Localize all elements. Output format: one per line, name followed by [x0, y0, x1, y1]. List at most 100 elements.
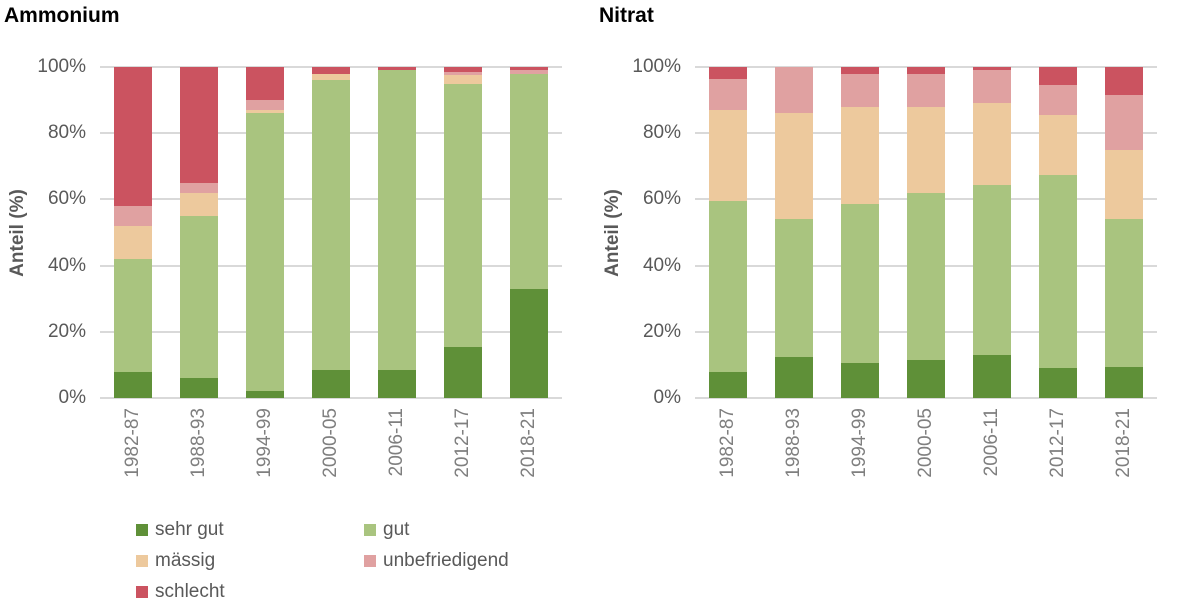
bar-segment-mässig [180, 192, 218, 216]
bar-segment-gut [775, 219, 813, 357]
bar-segment-gut [378, 70, 416, 370]
bar-segment-schlecht [841, 67, 879, 74]
bar-segment-mässig [114, 225, 152, 259]
legend-swatch-icon [364, 554, 376, 567]
bar-segment-unbefriedigend [1105, 95, 1143, 150]
legend-label: gut [383, 518, 410, 540]
bar-segment-gut [1105, 219, 1143, 367]
legend-item-unbefriedigend: unbefriedigend [364, 545, 509, 576]
plot-area [100, 66, 562, 399]
legend-label: sehr gut [155, 518, 224, 540]
legend-label: unbefriedigend [383, 549, 509, 571]
x-tick-label: 2012-17 [1047, 408, 1068, 478]
bar-segment-gut [709, 201, 747, 372]
gridline-100 [100, 66, 562, 68]
bar-slot [695, 67, 761, 398]
stacked-bar-1982-87 [709, 67, 747, 398]
x-tick-label: 1988-93 [188, 408, 209, 478]
bar-segment-unbefriedigend [510, 70, 548, 74]
bar-segment-schlecht [246, 67, 284, 101]
legend-swatch-icon [364, 523, 376, 536]
x-tick-label: 2012-17 [452, 408, 473, 478]
legend: sehr gut gut mässig unbefriedigend schlecht [136, 514, 509, 607]
legend-item-schlecht: schlecht [136, 576, 364, 607]
bar-segment-gut [510, 73, 548, 289]
bar-segment-unbefriedigend [841, 73, 879, 107]
bar-segment-mässig [709, 110, 747, 202]
x-tick-label: 2000-05 [320, 408, 341, 478]
legend-swatch-icon [136, 585, 148, 598]
x-tick-label: 1982-87 [717, 408, 738, 478]
legend-item-gut: gut [364, 514, 509, 545]
bar-segment-schlecht [1039, 67, 1077, 86]
bar-segment-schlecht [378, 67, 416, 71]
stacked-bar-2012-17 [444, 67, 482, 398]
bar-slot [496, 67, 562, 398]
y-tick-label: 20% [642, 320, 681, 342]
chart-title: Nitrat [599, 4, 654, 27]
bar-segment-unbefriedigend [246, 100, 284, 111]
bar-segment-unbefriedigend [1039, 85, 1077, 116]
legend-label: schlecht [155, 580, 225, 602]
bar-slot [893, 67, 959, 398]
chart-panel-nitrat: Nitrat Anteil (%) 100% 80% 60% 40% 20% 0% 198… [595, 0, 1190, 505]
bar-segment-sehr-gut [907, 359, 945, 398]
bar-segment-schlecht [1105, 67, 1143, 96]
gridline-0 [695, 397, 1157, 399]
chart-title: Ammonium [4, 4, 120, 27]
chart-panel-ammonium: Ammonium Anteil (%) 100% 80% 60% 40% 20% 0% 1… [0, 0, 595, 505]
bar-segment-mässig [973, 103, 1011, 185]
bar-segment-mässig [1105, 149, 1143, 220]
bar-slot [959, 67, 1025, 398]
x-tick-label: 1994-99 [849, 408, 870, 478]
stacked-bar-2000-05 [907, 67, 945, 398]
bars-container [100, 67, 562, 398]
legend-item-sehr-gut: sehr gut [136, 514, 364, 545]
bar-slot [100, 67, 166, 398]
bar-segment-sehr-gut [444, 346, 482, 398]
bar-segment-unbefriedigend [775, 67, 813, 114]
x-tick-label: 1994-99 [254, 408, 275, 478]
stacked-bar-2006-11 [378, 67, 416, 398]
bar-segment-schlecht [510, 67, 548, 71]
x-tick-label: 2006-11 [386, 408, 407, 477]
stacked-bar-1988-93 [775, 67, 813, 398]
x-tick-label: 2006-11 [981, 408, 1002, 477]
bar-slot [827, 67, 893, 398]
bar-segment-gut [312, 80, 350, 370]
bar-slot [761, 67, 827, 398]
x-tick-label: 2018-21 [518, 408, 539, 478]
bar-segment-unbefriedigend [180, 182, 218, 193]
x-tick-label: 2018-21 [1113, 408, 1134, 478]
bar-segment-schlecht [180, 67, 218, 183]
bar-segment-sehr-gut [973, 354, 1011, 398]
y-tick-label: 0% [653, 387, 681, 408]
bar-segment-mässig [312, 73, 350, 81]
bar-segment-sehr-gut [378, 369, 416, 398]
bar-segment-gut [246, 113, 284, 392]
x-axis-labels: 1982-87 1988-93 1994-99 2000-05 2006-11 2012-… [695, 398, 1157, 498]
bar-slot [364, 67, 430, 398]
stacked-bar-2018-21 [510, 67, 548, 398]
y-axis-ticks: 100% 80% 60% 40% 20% 0% [0, 56, 86, 408]
bar-segment-gut [907, 192, 945, 360]
legend-swatch-icon [136, 554, 148, 567]
y-tick-label: 0% [58, 387, 86, 408]
gridline-100 [695, 66, 1157, 68]
stacked-bar-1982-87 [114, 67, 152, 398]
bar-segment-gut [444, 83, 482, 347]
bar-segment-sehr-gut [510, 288, 548, 398]
bar-slot [1025, 67, 1091, 398]
bar-segment-sehr-gut [709, 371, 747, 398]
bar-slot [298, 67, 364, 398]
stacked-bar-2000-05 [312, 67, 350, 398]
bar-segment-mässig [775, 113, 813, 220]
bar-segment-gut [114, 259, 152, 372]
bar-segment-gut [841, 204, 879, 364]
bar-segment-schlecht [709, 67, 747, 79]
y-tick-label: 80% [642, 122, 681, 144]
bar-segment-unbefriedigend [709, 78, 747, 111]
bar-segment-sehr-gut [114, 371, 152, 398]
bar-segment-unbefriedigend [444, 72, 482, 76]
bar-segment-mässig [841, 106, 879, 205]
